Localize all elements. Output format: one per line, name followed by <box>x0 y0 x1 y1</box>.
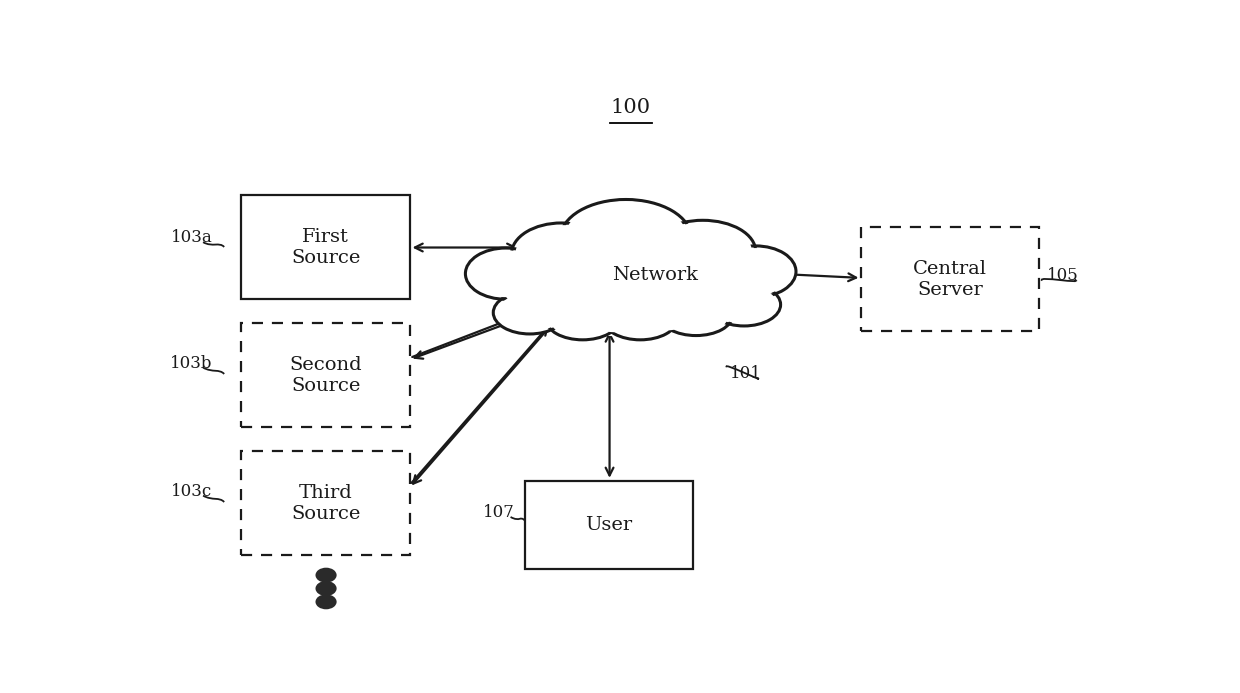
Ellipse shape <box>497 293 563 332</box>
Ellipse shape <box>653 222 751 280</box>
Text: User: User <box>585 516 632 534</box>
Ellipse shape <box>315 568 336 583</box>
Text: 100: 100 <box>610 98 651 116</box>
Text: 103b: 103b <box>170 355 213 372</box>
Ellipse shape <box>512 223 611 285</box>
Ellipse shape <box>719 248 792 295</box>
FancyBboxPatch shape <box>242 323 409 428</box>
Ellipse shape <box>560 200 691 277</box>
Ellipse shape <box>715 246 796 297</box>
Ellipse shape <box>564 202 687 274</box>
Ellipse shape <box>496 230 765 337</box>
Ellipse shape <box>551 301 615 337</box>
Text: Central
Server: Central Server <box>913 260 987 299</box>
Text: 101: 101 <box>730 365 761 383</box>
Ellipse shape <box>663 297 729 333</box>
Ellipse shape <box>501 234 760 333</box>
FancyBboxPatch shape <box>862 227 1039 331</box>
Text: 107: 107 <box>484 505 515 521</box>
Ellipse shape <box>494 291 567 334</box>
Ellipse shape <box>608 301 673 337</box>
Ellipse shape <box>315 595 336 609</box>
Text: Network: Network <box>611 266 698 284</box>
FancyBboxPatch shape <box>242 451 409 555</box>
Text: Third
Source: Third Source <box>291 484 361 523</box>
Text: Second
Source: Second Source <box>289 356 362 395</box>
Ellipse shape <box>604 299 677 340</box>
Text: 105: 105 <box>1048 267 1079 283</box>
Ellipse shape <box>650 220 755 282</box>
Ellipse shape <box>712 286 776 324</box>
Ellipse shape <box>315 581 336 596</box>
Text: 103a: 103a <box>171 229 212 247</box>
Text: 103c: 103c <box>171 483 212 500</box>
Ellipse shape <box>516 225 608 283</box>
Ellipse shape <box>465 248 546 299</box>
Ellipse shape <box>469 250 542 297</box>
Ellipse shape <box>708 283 781 326</box>
Ellipse shape <box>546 299 619 340</box>
FancyBboxPatch shape <box>242 195 409 299</box>
Text: First
Source: First Source <box>291 228 361 267</box>
Ellipse shape <box>660 295 733 335</box>
FancyBboxPatch shape <box>525 481 693 569</box>
